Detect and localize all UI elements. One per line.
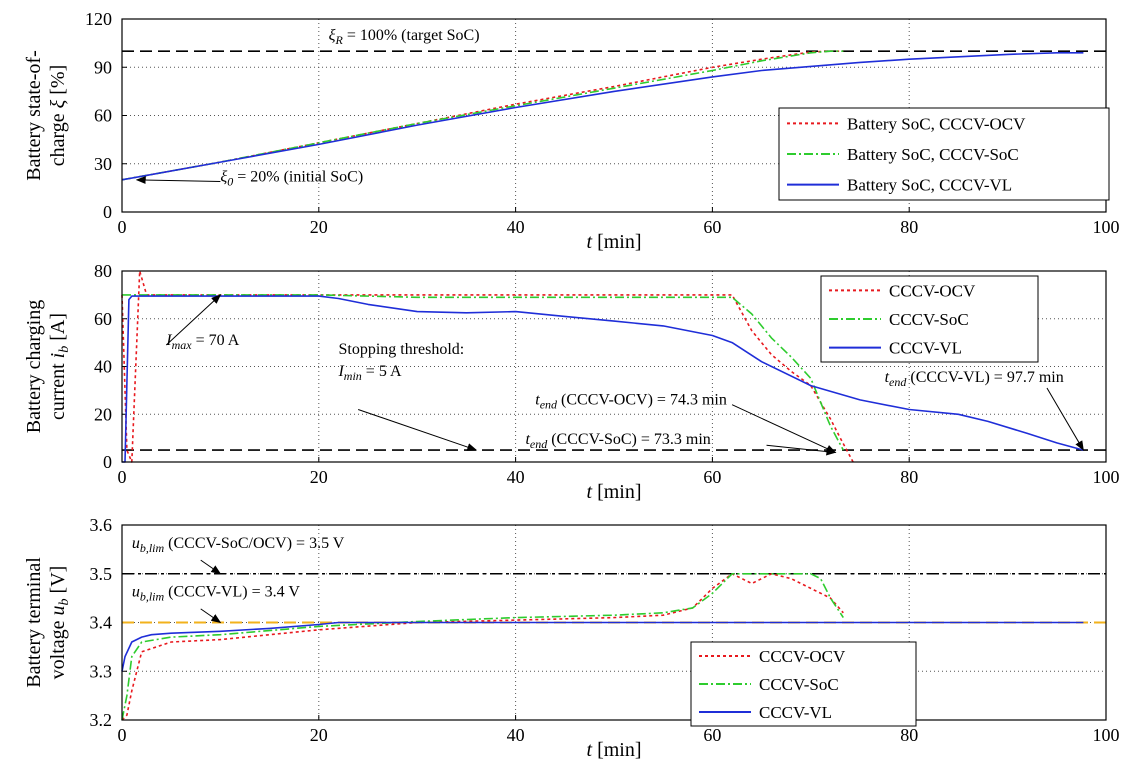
series-line-2 — [121, 50, 844, 181]
y-tick-label: 3.6 — [90, 515, 113, 535]
annotation-arrow — [1046, 387, 1084, 451]
x-tick-label: 60 — [703, 467, 721, 487]
annotation-text: tend (CCCV-OCV) = 74.3 min — [535, 392, 727, 412]
annotation-arrow — [731, 404, 837, 453]
plot-frame — [121, 524, 1107, 721]
annotation-arrow — [165, 294, 222, 346]
x-tick-label: 80 — [900, 217, 918, 237]
annotation-text: ub,lim (CCCV-SoC/OCV) = 3.5 V — [132, 535, 345, 555]
legend-label: Battery SoC, CCCV-SoC — [847, 145, 1019, 164]
annotation-text: tend (CCCV-SoC) = 73.3 min — [525, 431, 710, 451]
legend-label: CCCV-SoC — [889, 310, 969, 329]
y-axis-label-line-1: Battery state-of- — [23, 50, 45, 181]
plot-frame — [121, 270, 1107, 463]
series-line-2 — [121, 572, 844, 721]
annotation-text: ub,lim (CCCV-VL) = 3.4 V — [132, 584, 300, 604]
series-line-3 — [121, 621, 1084, 672]
annotation-text: Imin = 5 A — [337, 363, 401, 383]
y-tick-label: 20 — [94, 404, 112, 424]
x-tick-label: 60 — [703, 217, 721, 237]
y-axis-label: Battery charging current ib [A] — [23, 300, 72, 433]
y-axis-label-line-2: charge ξ [%] — [47, 65, 69, 167]
panel-3: 0 20 40 60 80 100 3.2 3.3 3.4 3.5 3.6 t [min] Batter… — [23, 515, 1120, 761]
y-tick-label: 3.4 — [90, 613, 113, 633]
y-tick-label: 60 — [94, 309, 112, 329]
annotation-arrow — [200, 608, 222, 624]
y-axis-label-line-1: Battery charging — [23, 300, 45, 433]
x-tick-label: 20 — [310, 725, 328, 745]
y-tick-label: 30 — [94, 154, 112, 174]
legend-label: Battery SoC, CCCV-OCV — [847, 114, 1026, 133]
annotation-text: Stopping threshold: — [338, 341, 464, 358]
x-tick-label: 100 — [1093, 217, 1120, 237]
panel-1: 0 20 40 60 80 100 0 30 60 90 120 t [min] Battery sta… — [23, 9, 1120, 253]
y-axis-label-line-2: current ib [A] — [47, 313, 72, 420]
x-tick-label: 0 — [118, 467, 127, 487]
x-tick-label: 20 — [310, 217, 328, 237]
y-tick-label: 60 — [94, 106, 112, 126]
x-tick-label: 100 — [1093, 467, 1120, 487]
y-tick-label: 3.2 — [90, 710, 113, 730]
annotation-text: tend (CCCV-VL) = 97.7 min — [885, 369, 1064, 389]
y-axis-label-line-1: Battery terminal — [23, 557, 45, 688]
x-axis-label: t [min] — [587, 739, 642, 761]
annotation-arrow — [357, 409, 478, 451]
legend-label: CCCV-SoC — [759, 675, 839, 694]
annotation-arrow — [200, 559, 222, 575]
x-tick-label: 80 — [900, 725, 918, 745]
annotation-arrow — [135, 176, 221, 185]
x-tick-label: 60 — [703, 725, 721, 745]
x-tick-label: 100 — [1093, 725, 1120, 745]
y-tick-label: 90 — [94, 57, 112, 77]
x-tick-label: 20 — [310, 467, 328, 487]
legend-label: CCCV-VL — [889, 339, 962, 358]
y-tick-label: 0 — [103, 202, 112, 222]
annotation-text: ξ0 = 20% (initial SoC) — [220, 168, 363, 188]
x-tick-label: 40 — [507, 725, 525, 745]
y-axis-label: Battery state-of-charge ξ [%] — [23, 50, 69, 181]
y-tick-label: 80 — [94, 261, 112, 281]
legend-label: CCCV-OCV — [759, 647, 846, 666]
legend: CCCV-OCV CCCV-SoC CCCV-VL — [690, 641, 917, 727]
series-line-1 — [121, 50, 844, 181]
x-axis-label: t [min] — [587, 231, 642, 253]
y-axis-label: Battery terminal voltage ub [V] — [23, 557, 72, 688]
x-tick-label: 0 — [118, 725, 127, 745]
x-tick-label: 40 — [507, 467, 525, 487]
y-tick-label: 3.3 — [90, 661, 113, 681]
series-line-2 — [122, 294, 845, 451]
y-tick-label: 120 — [85, 9, 112, 29]
legend-label: CCCV-OCV — [889, 281, 976, 300]
legend-label: Battery SoC, CCCV-VL — [847, 176, 1012, 195]
series-line-3 — [122, 295, 1084, 463]
annotation-text: ξR = 100% (target SoC) — [329, 27, 480, 47]
y-tick-label: 0 — [103, 452, 112, 472]
panel-2: 0 20 40 60 80 100 0 20 40 60 80 t [min] Battery char… — [23, 261, 1120, 503]
annotation-arrow — [766, 444, 837, 456]
series-line-1 — [121, 572, 844, 721]
x-tick-label: 80 — [900, 467, 918, 487]
series-line-1 — [121, 270, 854, 463]
y-axis-label-line-2: voltage ub [V] — [47, 566, 72, 680]
annotation-text: Imax = 70 A — [165, 332, 239, 352]
legend: CCCV-OCV CCCV-SoC CCCV-VL — [820, 275, 1039, 363]
y-tick-label: 3.5 — [90, 564, 113, 584]
y-tick-label: 40 — [94, 357, 112, 377]
legend-label: CCCV-VL — [759, 703, 832, 722]
legend: Battery SoC, CCCV-OCV Battery SoC, CCCV-S… — [778, 107, 1110, 201]
x-axis-label: t [min] — [587, 481, 642, 503]
x-tick-label: 40 — [507, 217, 525, 237]
x-tick-label: 0 — [118, 217, 127, 237]
series-line-3 — [121, 51, 1084, 181]
